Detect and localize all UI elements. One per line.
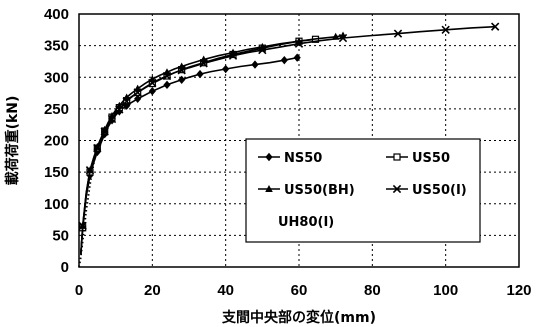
data-point bbox=[280, 55, 288, 65]
legend-label: US50(I) bbox=[412, 183, 467, 198]
x-tick-label: 0 bbox=[75, 282, 83, 299]
y-tick-label: 400 bbox=[44, 6, 69, 23]
legend-box bbox=[245, 138, 481, 243]
legend-label: US50 bbox=[412, 151, 450, 166]
legend-marker bbox=[393, 153, 401, 161]
y-tick-label: 300 bbox=[44, 69, 69, 86]
data-point bbox=[148, 78, 157, 88]
data-point bbox=[222, 64, 230, 74]
legend-entry: US50 bbox=[386, 151, 450, 166]
x-tick-label: 60 bbox=[291, 282, 308, 299]
y-tick-label: 350 bbox=[44, 38, 69, 55]
x-axis-label: 支間中央部の変位(mm) bbox=[221, 309, 376, 326]
data-point bbox=[294, 39, 304, 48]
y-axis-label: 載荷荷重(kN) bbox=[4, 96, 21, 186]
data-point bbox=[177, 66, 186, 75]
y-tick-label: 200 bbox=[44, 133, 69, 150]
data-point bbox=[228, 51, 238, 60]
data-point bbox=[393, 29, 403, 38]
legend-label: NS50 bbox=[284, 151, 322, 166]
data-point bbox=[338, 33, 348, 43]
data-point bbox=[148, 86, 156, 96]
y-tick-label: 150 bbox=[44, 164, 69, 181]
y-tick-label: 100 bbox=[44, 196, 69, 213]
x-tick-labels: 0 20 40 60 80 100 120 bbox=[75, 282, 532, 299]
data-point bbox=[199, 59, 208, 68]
y-tick-label: 0 bbox=[61, 259, 69, 276]
series-line bbox=[78, 114, 117, 268]
data-point bbox=[251, 60, 259, 69]
data-point bbox=[133, 88, 142, 97]
x-tick-label: 20 bbox=[144, 282, 161, 299]
legend-entry: US50(I) bbox=[386, 183, 467, 198]
legend-label: UH80(I) bbox=[278, 215, 334, 230]
data-point bbox=[163, 80, 171, 90]
data-point bbox=[100, 127, 109, 136]
y-tick-labels: 0 50 100 150 200 250 300 350 400 bbox=[44, 6, 69, 276]
data-point bbox=[293, 53, 301, 62]
y-tick-label: 50 bbox=[52, 227, 69, 244]
series-uh80-i bbox=[78, 114, 117, 268]
data-point bbox=[196, 69, 204, 79]
legend-entry: UH80(I) bbox=[278, 215, 334, 230]
legend-marker bbox=[392, 184, 402, 194]
x-tick-label: 120 bbox=[506, 282, 531, 299]
data-point bbox=[491, 22, 500, 31]
x-tick-label: 80 bbox=[364, 282, 381, 299]
series-group bbox=[78, 22, 500, 268]
plot-frame bbox=[78, 13, 520, 268]
data-point bbox=[122, 97, 131, 106]
data-point bbox=[134, 94, 142, 103]
data-point bbox=[162, 71, 172, 81]
legend-label: US50(BH) bbox=[284, 183, 355, 198]
data-point bbox=[78, 221, 87, 231]
x-tick-label: 40 bbox=[217, 282, 234, 299]
legend-entry: US50(BH) bbox=[258, 183, 355, 198]
x-tick-label: 100 bbox=[433, 282, 458, 299]
data-point bbox=[441, 25, 450, 34]
data-point bbox=[178, 75, 186, 84]
data-point bbox=[258, 45, 267, 55]
series-line bbox=[80, 25, 496, 255]
legend-marker bbox=[265, 152, 273, 162]
data-point bbox=[115, 105, 124, 114]
legend-marker bbox=[265, 185, 273, 192]
y-tick-label: 250 bbox=[44, 101, 69, 118]
legend-entry: NS50 bbox=[258, 151, 322, 166]
legend: NS50 US50 US50(BH) US50(I) UH80(I) bbox=[245, 138, 481, 243]
